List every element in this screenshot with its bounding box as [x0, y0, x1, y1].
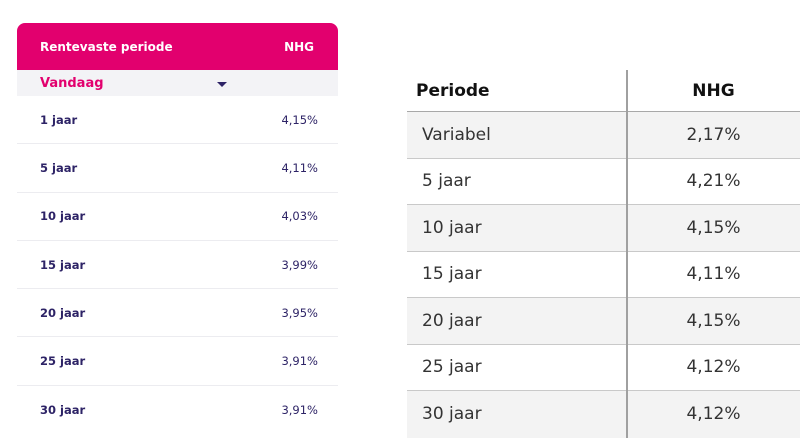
row-period: Variabel [422, 124, 491, 145]
table-row: 20 jaar 3,95% [17, 289, 338, 338]
table-row: 10 jaar 4,15% [407, 205, 800, 252]
left-table-header: Rentevaste periode NHG [17, 23, 338, 70]
header-period-label: Periode [416, 80, 490, 101]
row-period: 10 jaar [40, 209, 86, 224]
row-period: 5 jaar [422, 171, 471, 192]
table-row: 5 jaar 4,21% [407, 159, 800, 205]
rate-table-left: Rentevaste periode NHG Vandaag 1 jaar 4,… [17, 23, 338, 438]
row-rate: 4,12% [686, 404, 741, 425]
table-row: 25 jaar 4,12% [407, 345, 800, 391]
row-period: 25 jaar [40, 354, 86, 369]
row-rate: 4,11% [686, 264, 741, 285]
row-rate: 3,91% [281, 402, 318, 417]
row-rate: 4,15% [686, 310, 741, 331]
row-rate: 3,99% [281, 257, 318, 272]
row-period: 30 jaar [422, 404, 482, 425]
left-table-body: 1 jaar 4,15% 5 jaar 4,11% 10 jaar 4,03% … [17, 96, 338, 435]
header-nhg-label: NHG [692, 80, 735, 101]
row-rate: 2,17% [686, 124, 741, 145]
table-row: 15 jaar 3,99% [17, 241, 338, 290]
row-period: 15 jaar [422, 264, 482, 285]
row-rate: 4,15% [281, 112, 318, 127]
table-row: 30 jaar 4,12% [407, 391, 800, 438]
row-period: 1 jaar [40, 112, 78, 127]
header-nhg-label: NHG [284, 39, 314, 54]
row-period: 25 jaar [422, 357, 482, 378]
table-row: 20 jaar 4,15% [407, 298, 800, 345]
rate-table-right: Periode NHG Variabel 2,17% 5 jaar 4,21% … [407, 70, 800, 438]
table-row: 30 jaar 3,91% [17, 386, 338, 434]
date-selector[interactable]: Vandaag [17, 70, 338, 96]
row-rate: 3,91% [281, 354, 318, 369]
table-row: 15 jaar 4,11% [407, 252, 800, 298]
row-period: 20 jaar [422, 310, 482, 331]
row-rate: 4,12% [686, 357, 741, 378]
row-rate: 4,21% [686, 171, 741, 192]
table-row: 10 jaar 4,03% [17, 193, 338, 241]
row-period: 20 jaar [40, 305, 86, 320]
row-rate: 3,95% [281, 305, 318, 320]
header-period-label: Rentevaste periode [40, 39, 173, 54]
caret-down-icon[interactable] [217, 82, 227, 87]
row-period: 10 jaar [422, 217, 482, 238]
row-period: 5 jaar [40, 160, 78, 175]
date-selector-value[interactable]: Vandaag [40, 75, 104, 91]
right-table-header: Periode NHG [407, 70, 800, 112]
row-rate: 4,03% [281, 209, 318, 224]
row-rate: 4,15% [686, 217, 741, 238]
row-period: 30 jaar [40, 402, 86, 417]
row-rate: 4,11% [281, 160, 318, 175]
table-row: 25 jaar 3,91% [17, 337, 338, 386]
row-period: 15 jaar [40, 257, 86, 272]
table-row: 5 jaar 4,11% [17, 144, 338, 193]
table-row: 1 jaar 4,15% [17, 96, 338, 145]
column-divider [626, 70, 628, 438]
table-row: Variabel 2,17% [407, 112, 800, 159]
